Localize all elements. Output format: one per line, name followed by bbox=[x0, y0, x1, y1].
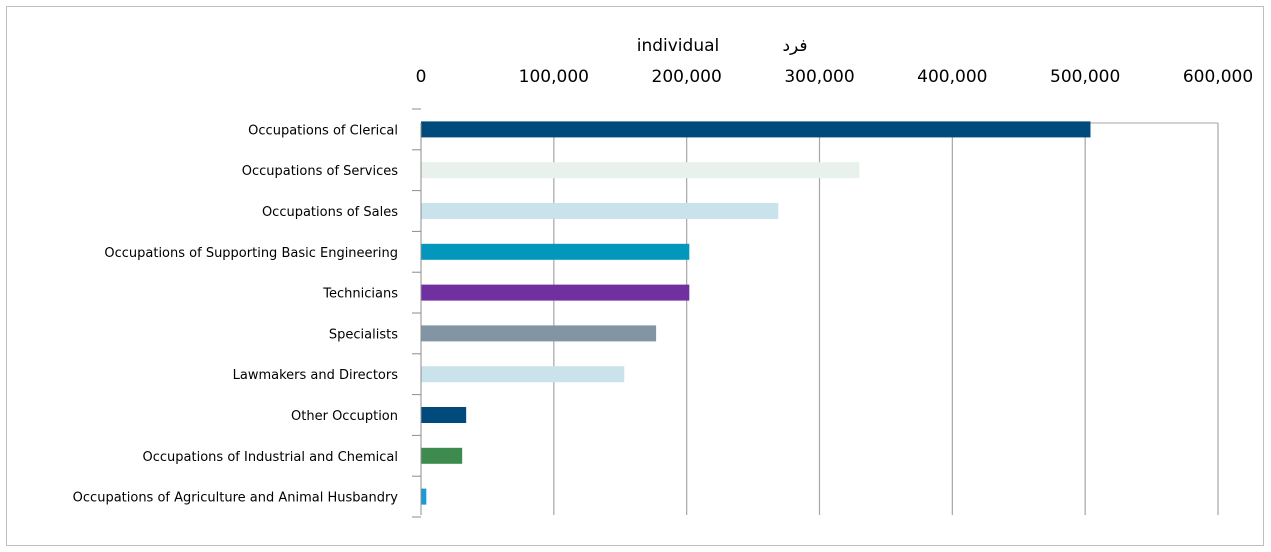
x-tick-label: 200,000 bbox=[652, 67, 722, 87]
x-tick-label: 100,000 bbox=[519, 67, 589, 87]
category-label: Occupations of Industrial and Chemical bbox=[143, 450, 398, 465]
bar bbox=[421, 203, 779, 219]
category-label: Technicians bbox=[322, 287, 398, 302]
chart-frame bbox=[6, 6, 1264, 546]
bar bbox=[421, 325, 657, 342]
category-label: Occupations of Sales bbox=[262, 205, 398, 220]
unit-label-english: individual bbox=[637, 36, 720, 56]
bar bbox=[421, 488, 427, 505]
category-label: Other Occuption bbox=[291, 409, 398, 424]
category-labels: Occupations of Clerical Occupations of Se… bbox=[73, 123, 399, 505]
category-label: Lawmakers and Directors bbox=[233, 368, 399, 383]
x-tick-label: 400,000 bbox=[917, 67, 987, 87]
x-tick-label: 600,000 bbox=[1183, 67, 1253, 87]
bars bbox=[421, 121, 1091, 505]
category-label: Occupations of Supporting Basic Engineer… bbox=[104, 246, 398, 261]
bar bbox=[421, 366, 625, 383]
bar bbox=[421, 121, 1091, 138]
bar bbox=[421, 447, 463, 464]
x-tick-label: 500,000 bbox=[1050, 67, 1120, 87]
bar bbox=[421, 284, 690, 301]
bar bbox=[421, 243, 690, 260]
x-axis-ticks: 0 100,000 200,000 300,000 400,000 500,000 600,… bbox=[416, 67, 1254, 87]
bar bbox=[421, 407, 467, 423]
bar bbox=[421, 162, 860, 179]
category-label: Specialists bbox=[329, 327, 398, 342]
x-tick-label: 0 bbox=[416, 67, 427, 87]
category-label: Occupations of Clerical bbox=[248, 123, 398, 138]
category-label: Occupations of Agriculture and Animal Hu… bbox=[73, 491, 399, 506]
category-label: Occupations of Services bbox=[242, 164, 399, 179]
x-tick-label: 300,000 bbox=[784, 67, 854, 87]
unit-label-arabic: فرد bbox=[782, 36, 807, 56]
y-axis bbox=[412, 108, 422, 518]
gridlines bbox=[421, 122, 1219, 515]
